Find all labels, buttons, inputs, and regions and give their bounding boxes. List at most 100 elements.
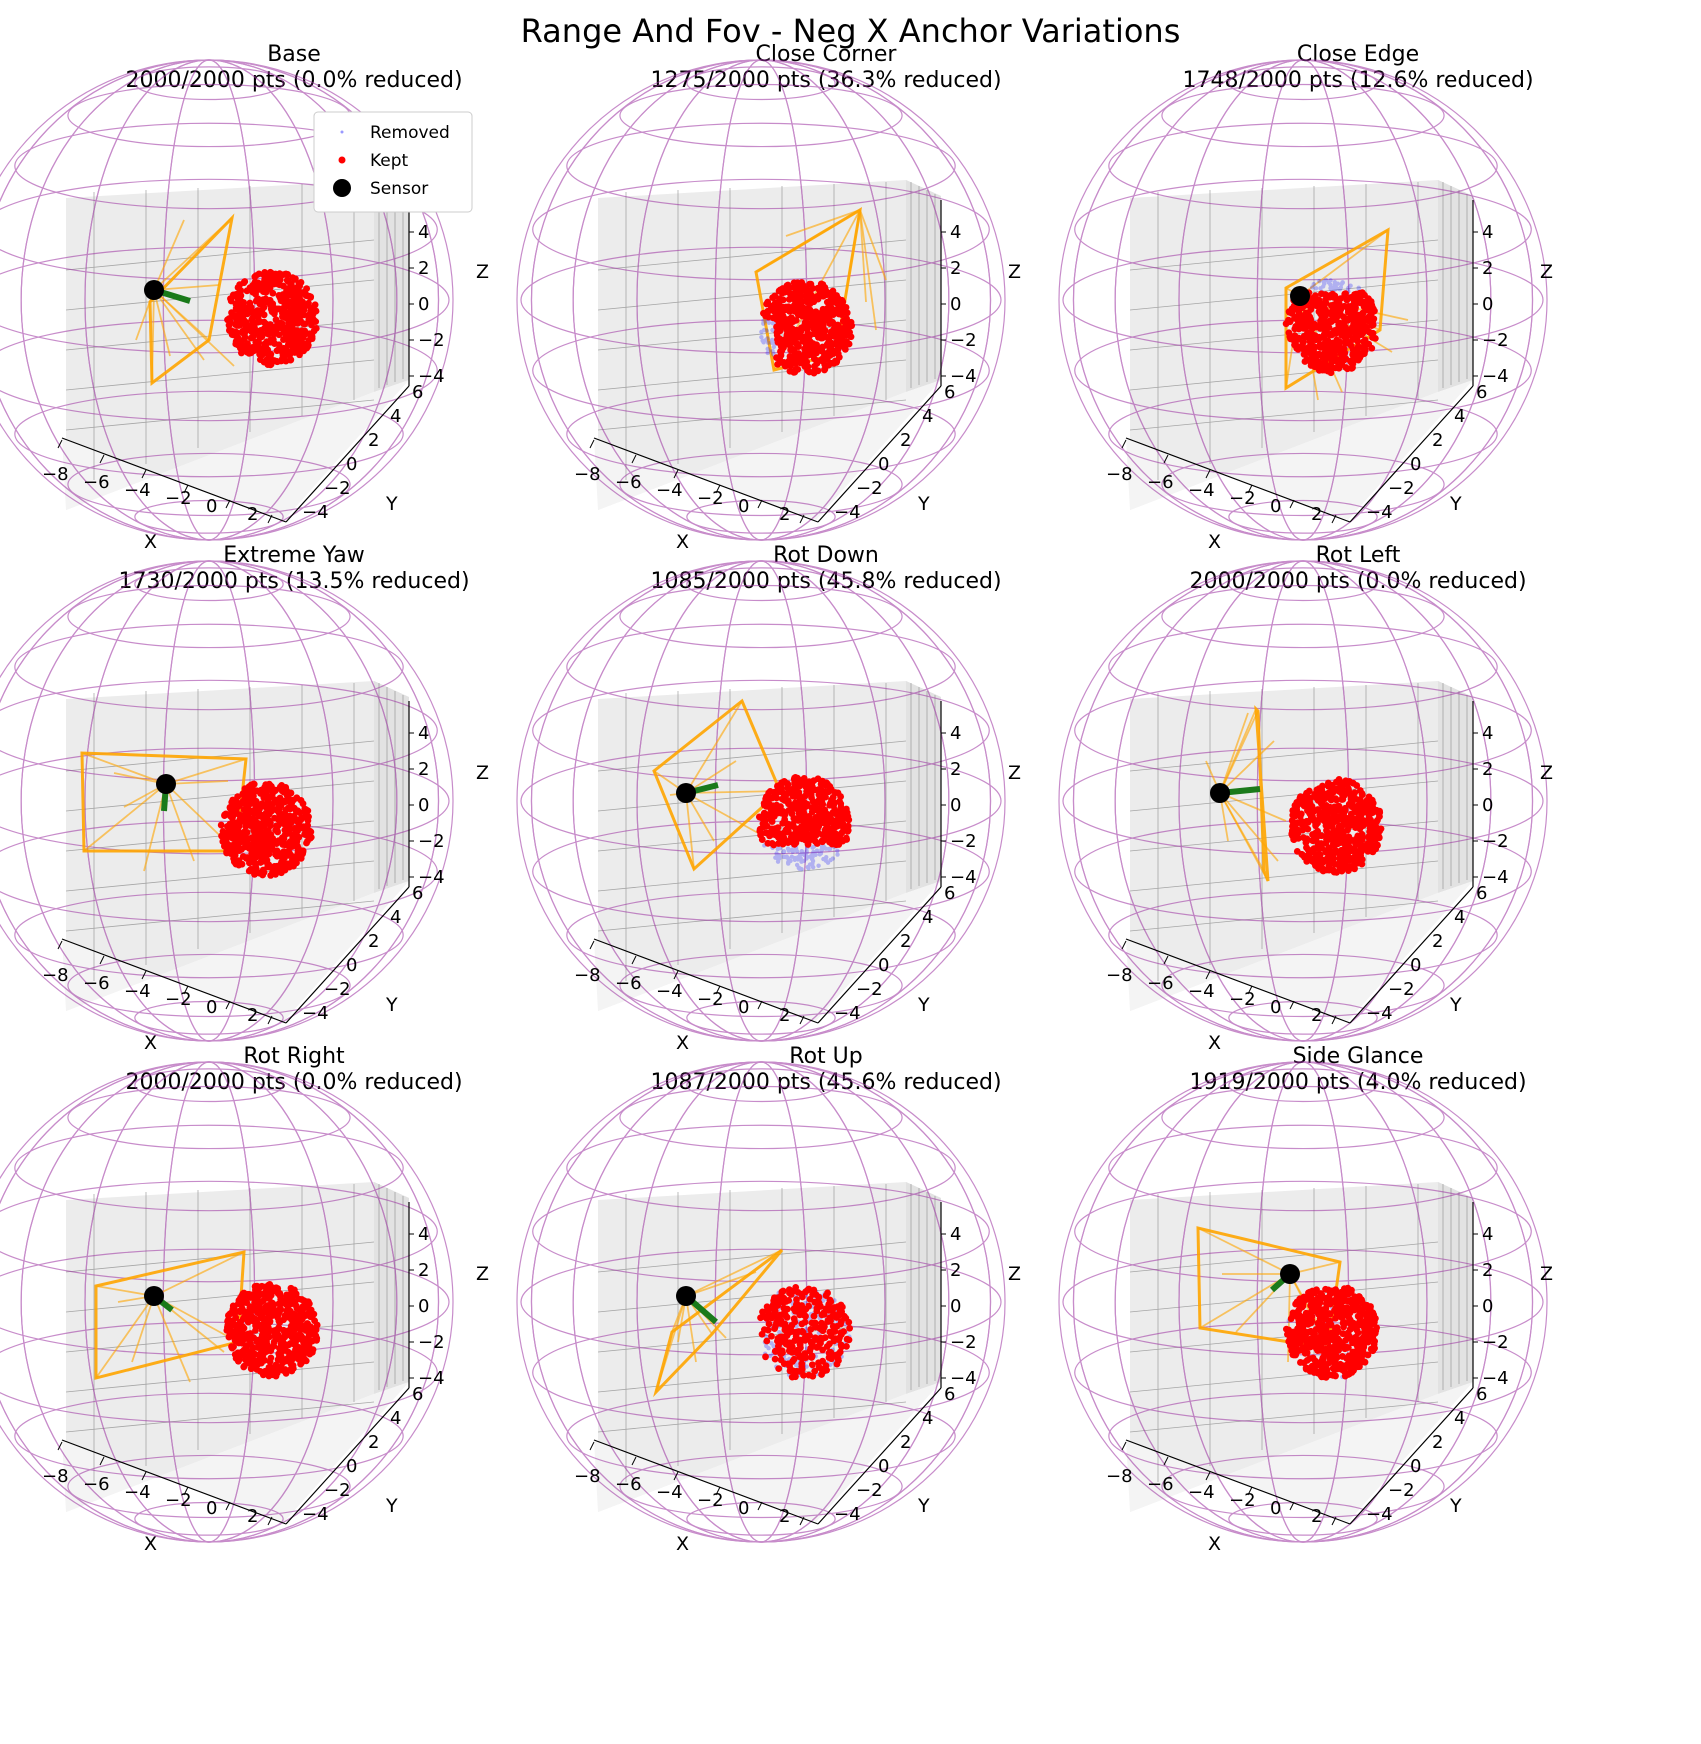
- kept-point: [827, 1298, 835, 1306]
- removed-point: [770, 327, 775, 333]
- z-tick-label: 2: [1482, 258, 1493, 279]
- kept-point: [811, 786, 819, 794]
- kept-point: [1317, 344, 1324, 351]
- kept-point: [236, 1308, 244, 1316]
- kept-point: [312, 1332, 320, 1340]
- z-tick-label: 0: [950, 795, 961, 816]
- kept-point: [233, 798, 240, 806]
- x-tick: [1163, 454, 1169, 464]
- kept-point: [242, 818, 249, 826]
- removed-point: [810, 852, 815, 857]
- kept-point: [809, 1372, 817, 1380]
- removed-point: [821, 856, 826, 862]
- kept-point: [1315, 296, 1323, 304]
- y-tick-label: 4: [390, 406, 401, 427]
- z-tick-label: −4: [950, 867, 977, 888]
- z-tick-label: −4: [1482, 366, 1509, 387]
- kept-point: [1336, 815, 1344, 823]
- removed-point: [1309, 285, 1315, 290]
- kept-point: [288, 799, 296, 807]
- x-tick-label: 2: [1311, 504, 1322, 525]
- kept-point: [1349, 815, 1357, 823]
- kept-point: [294, 842, 301, 850]
- kept-points: [760, 279, 856, 377]
- kept-point: [1288, 830, 1296, 838]
- kept-point: [784, 1324, 792, 1332]
- grid-line: [597, 1281, 907, 1313]
- x-tick-label: −6: [615, 472, 642, 493]
- kept-point: [228, 1344, 236, 1352]
- y-tick-label: −2: [1388, 979, 1415, 1000]
- x-tick: [1331, 514, 1337, 524]
- kept-point: [248, 1304, 255, 1312]
- kept-point: [290, 1310, 297, 1318]
- kept-point: [1302, 349, 1309, 357]
- kept-point: [1375, 825, 1383, 833]
- kept-point: [791, 784, 799, 791]
- kept-point: [1316, 811, 1324, 819]
- kept-point: [1358, 821, 1366, 829]
- y-tick-label: 2: [368, 430, 379, 451]
- removed-point: [794, 1362, 799, 1368]
- fov-ray: [81, 752, 167, 785]
- removed-point: [768, 1353, 773, 1359]
- sensor-marker: [676, 1286, 696, 1306]
- sphere-latitude: [1161, 1085, 1445, 1150]
- kept-point: [260, 311, 268, 319]
- sphere-latitude: [532, 319, 990, 422]
- kept-point: [1307, 306, 1315, 313]
- kept-point: [766, 830, 774, 838]
- sphere-latitude: [67, 83, 351, 148]
- kept-point: [252, 840, 260, 848]
- removed-point: [1331, 285, 1336, 290]
- kept-point: [805, 785, 813, 793]
- kept-point: [782, 1312, 790, 1319]
- kept-point: [1319, 782, 1326, 790]
- subplot-panel: Side Glance 1919/2000 pts (4.0% reduced) −…: [1058, 1042, 1638, 1602]
- kept-point: [259, 1351, 267, 1359]
- fov-ray: [1299, 229, 1389, 297]
- kept-point: [808, 829, 816, 836]
- kept-point: [830, 320, 837, 328]
- floor-pane: [62, 881, 409, 1021]
- fov-ray: [153, 284, 220, 291]
- y-tick-label: −4: [834, 1504, 861, 1525]
- removed-point: [1346, 285, 1351, 291]
- kept-point: [1346, 778, 1353, 785]
- axis-lines: [1125, 200, 1474, 523]
- grid-line: [597, 359, 907, 391]
- kept-point: [240, 316, 248, 324]
- legend-sensor-marker: [333, 179, 351, 197]
- sphere-latitude: [134, 66, 284, 101]
- sphere-latitude: [1161, 953, 1445, 1018]
- sphere-latitude: [1108, 1124, 1498, 1212]
- z-tick-label: 0: [418, 294, 429, 315]
- removed-point: [777, 1330, 782, 1335]
- removed-point: [764, 1343, 769, 1349]
- kept-point: [288, 856, 296, 863]
- kept-point: [1338, 789, 1346, 797]
- range-wireframe-sphere: [1058, 560, 1548, 1042]
- x-tick-label: −2: [165, 1490, 192, 1511]
- sphere-latitude: [532, 178, 990, 281]
- kept-point: [827, 799, 834, 807]
- kept-point: [798, 1302, 806, 1309]
- kept-point: [301, 340, 308, 348]
- kept-point: [1331, 860, 1339, 868]
- z-axis-label: Z: [476, 261, 489, 283]
- kept-point: [291, 824, 299, 832]
- x-tick-label: −2: [1229, 488, 1256, 509]
- removed-point: [1338, 285, 1344, 290]
- removed-point: [1332, 287, 1338, 292]
- grid-line: [1129, 1401, 1439, 1433]
- kept-point: [1322, 833, 1330, 840]
- kept-point: [229, 291, 237, 299]
- kept-point: [1356, 787, 1364, 794]
- kept-point: [819, 777, 826, 785]
- kept-point: [268, 1309, 276, 1317]
- sphere-latitude: [566, 623, 956, 711]
- kept-point: [1324, 779, 1332, 787]
- kept-point: [269, 1300, 277, 1308]
- kept-point: [837, 1329, 845, 1337]
